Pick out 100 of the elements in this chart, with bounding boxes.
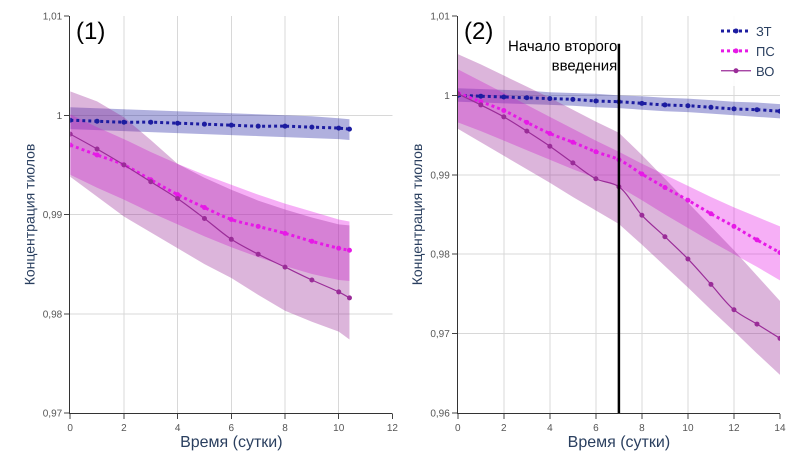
point bbox=[754, 107, 760, 112]
point bbox=[685, 198, 690, 203]
point bbox=[570, 160, 576, 166]
x-tick-label: 0 bbox=[455, 423, 462, 434]
point bbox=[570, 96, 576, 102]
point bbox=[593, 98, 598, 104]
point bbox=[282, 124, 288, 129]
y-axis-title: Концентрация тиолов bbox=[21, 144, 38, 286]
legend-label: ВО bbox=[756, 64, 774, 79]
point bbox=[662, 185, 668, 190]
x-tick-label: 2 bbox=[501, 423, 508, 434]
point bbox=[639, 100, 644, 106]
point bbox=[94, 152, 100, 158]
point bbox=[94, 118, 100, 124]
ref-line-label: Начало второго введения bbox=[508, 38, 618, 74]
x-tick-label: 4 bbox=[174, 423, 181, 434]
point bbox=[336, 126, 342, 131]
x-tick-label: 6 bbox=[593, 423, 600, 434]
point bbox=[593, 149, 598, 154]
line-series bbox=[458, 92, 780, 114]
point bbox=[639, 172, 644, 177]
point bbox=[685, 256, 690, 262]
y-tick-label: 1,01 bbox=[42, 12, 63, 22]
point bbox=[346, 248, 352, 253]
point bbox=[202, 122, 207, 127]
x-tick-label: 8 bbox=[282, 423, 288, 434]
point bbox=[94, 146, 100, 152]
point bbox=[256, 124, 261, 129]
point bbox=[228, 236, 234, 242]
point bbox=[731, 106, 736, 112]
y-tick-label: 1 bbox=[444, 90, 450, 102]
y-tick-label: 0,99 bbox=[430, 170, 450, 182]
point bbox=[228, 216, 234, 222]
point bbox=[547, 96, 552, 102]
annotation: (1) bbox=[76, 18, 106, 45]
x-tick-label: 8 bbox=[639, 423, 646, 434]
y-tick-label: 1,01 bbox=[430, 12, 450, 22]
point bbox=[524, 120, 530, 125]
point bbox=[731, 224, 736, 229]
point bbox=[708, 104, 714, 110]
y-tick-label: 0,97 bbox=[42, 408, 63, 420]
point bbox=[593, 176, 598, 182]
point bbox=[501, 108, 506, 113]
legend-label: ПС bbox=[756, 44, 775, 59]
point bbox=[662, 102, 668, 108]
x-tick-label: 14 bbox=[774, 423, 786, 434]
point bbox=[309, 278, 314, 282]
point bbox=[754, 322, 760, 327]
y-tick-label: 0,98 bbox=[430, 250, 450, 261]
legend-label: ЗТ bbox=[756, 24, 772, 40]
point bbox=[309, 124, 314, 130]
point bbox=[547, 144, 552, 149]
annotation: (2) bbox=[464, 18, 494, 45]
point bbox=[175, 196, 180, 202]
point bbox=[336, 246, 342, 251]
point bbox=[639, 212, 644, 218]
point bbox=[256, 224, 261, 229]
x-tick-label: 12 bbox=[386, 423, 398, 434]
point bbox=[478, 94, 484, 99]
point bbox=[202, 205, 207, 210]
point bbox=[282, 264, 288, 270]
point bbox=[708, 211, 714, 216]
x-axis-title: Время (сутки) bbox=[568, 434, 670, 451]
point bbox=[754, 237, 760, 242]
point bbox=[202, 216, 207, 221]
point bbox=[731, 307, 736, 312]
y-tick-label: 0,99 bbox=[42, 210, 63, 221]
y-tick-label: 0,96 bbox=[430, 408, 450, 420]
point bbox=[478, 102, 484, 108]
y-axis-title: Концентрация тиолов bbox=[408, 144, 425, 286]
point bbox=[256, 252, 261, 257]
point bbox=[175, 120, 180, 126]
y-tick-label: 1 bbox=[56, 110, 63, 122]
point bbox=[501, 94, 506, 100]
x-tick-label: 10 bbox=[333, 423, 345, 434]
point bbox=[336, 289, 342, 294]
point bbox=[524, 128, 530, 134]
point bbox=[346, 295, 352, 300]
point bbox=[662, 234, 668, 240]
point bbox=[148, 120, 154, 125]
x-tick-label: 12 bbox=[728, 423, 740, 434]
point bbox=[228, 122, 234, 128]
point bbox=[121, 120, 126, 125]
point bbox=[570, 140, 576, 145]
point bbox=[685, 103, 690, 108]
x-tick-label: 6 bbox=[228, 423, 235, 434]
point bbox=[309, 238, 314, 244]
point bbox=[346, 126, 352, 132]
x-axis-title: Время (сутки) bbox=[180, 434, 283, 451]
point bbox=[282, 230, 288, 236]
point bbox=[547, 131, 552, 136]
point bbox=[501, 114, 506, 120]
x-tick-label: 0 bbox=[67, 423, 74, 434]
x-tick-label: 10 bbox=[682, 423, 694, 434]
point bbox=[524, 95, 530, 100]
y-tick-label: 0,97 bbox=[430, 329, 450, 340]
y-tick-label: 0,98 bbox=[42, 309, 63, 320]
x-tick-label: 2 bbox=[121, 423, 128, 434]
x-tick-label: 4 bbox=[547, 423, 554, 434]
point bbox=[708, 282, 714, 287]
